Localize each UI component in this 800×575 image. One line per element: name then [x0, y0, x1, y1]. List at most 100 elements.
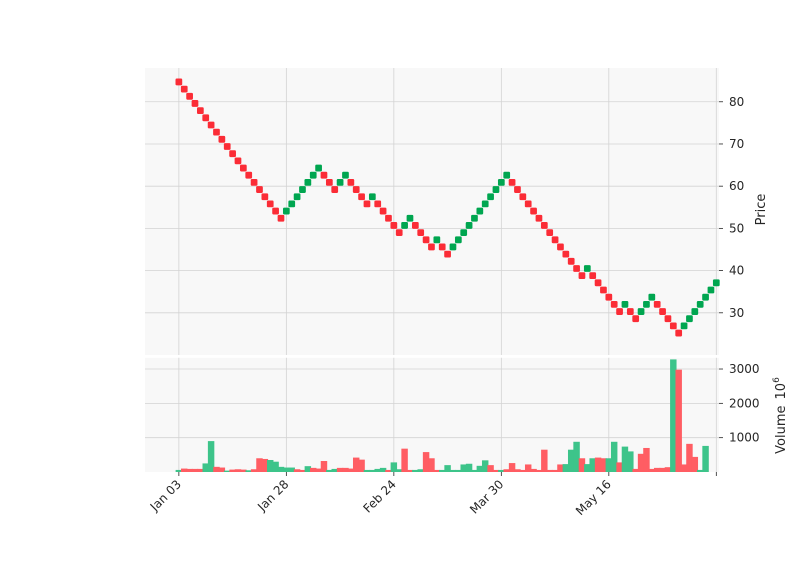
renko-brick-down — [331, 186, 339, 193]
price-tick-label: 50 — [729, 221, 744, 235]
volume-bar-down — [600, 458, 607, 472]
volume-bar-up — [224, 470, 231, 472]
volume-bar-up — [288, 467, 295, 472]
renko-brick-up — [342, 171, 349, 179]
volume-bar-up — [272, 461, 279, 472]
volume-bar-down — [557, 464, 564, 472]
renko-brick-down — [175, 78, 183, 86]
volume-bar-down — [546, 469, 553, 472]
volume-bar-up — [621, 446, 629, 472]
renko-brick-down — [610, 300, 618, 308]
renko-brick-down — [616, 308, 623, 315]
renko-brick-down — [213, 128, 220, 136]
volume-panel: 1000 2000 3000 — [145, 356, 760, 472]
x-tick-label: Jan 28 — [254, 477, 291, 514]
volume-bar-down — [186, 468, 193, 472]
renko-brick-down — [600, 286, 607, 294]
renko-brick-down — [223, 143, 231, 150]
volume-bar-up — [670, 359, 677, 472]
renko-brick-down — [438, 243, 446, 251]
volume-bar-down — [310, 467, 317, 472]
volume-bar-up — [202, 463, 209, 472]
renko-brick-down — [207, 121, 215, 129]
renko-brick-down — [589, 272, 597, 280]
renko-brick-up — [299, 186, 306, 193]
volume-bar-down — [218, 467, 226, 472]
renko-brick-up — [476, 207, 484, 215]
price-panel: 30 40 50 60 70 80 — [145, 68, 744, 355]
renko-brick-up — [454, 236, 462, 244]
renko-brick-down — [417, 229, 425, 237]
volume-bar-up — [363, 469, 371, 472]
volume-bar-down — [519, 469, 527, 472]
volume-bar-up — [562, 464, 570, 472]
x-tick-label: Mar 30 — [467, 477, 506, 516]
renko-brick-down — [594, 279, 602, 287]
renko-brick-down — [347, 178, 355, 186]
volume-bar-down — [487, 465, 494, 472]
renko-brick-up — [637, 308, 645, 315]
volume-bar-up — [584, 464, 591, 472]
renko-brick-up — [680, 322, 688, 330]
renko-brick-up — [621, 300, 629, 308]
volume-bar-down — [240, 469, 247, 472]
price-tick-label: 30 — [729, 306, 744, 320]
volume-bar-down — [352, 457, 360, 472]
renko-brick-down — [186, 92, 193, 100]
renko-brick-up — [707, 286, 715, 294]
renko-brick-up — [282, 207, 290, 215]
renko-brick-down — [374, 200, 382, 208]
volume-tick-label: 3000 — [729, 362, 760, 376]
renko-brick-down — [325, 178, 333, 186]
volume-bar-down — [181, 468, 188, 472]
renko-brick-up — [304, 178, 312, 186]
renko-brick-down — [546, 229, 554, 237]
volume-bar-down — [524, 464, 532, 472]
renko-brick-up — [696, 300, 704, 308]
renko-brick-down — [411, 222, 419, 229]
volume-bar-up — [627, 451, 634, 472]
volume-bar-down — [637, 453, 645, 472]
volume-bar-up — [304, 466, 312, 472]
volume-bar-down — [503, 469, 510, 472]
renko-brick-up — [288, 200, 296, 208]
volume-bar-down — [293, 469, 301, 472]
renko-brick-down — [508, 178, 516, 186]
volume-axis-label-text: Volume — [774, 405, 789, 453]
renko-brick-down — [277, 214, 285, 222]
renko-brick-down — [229, 150, 236, 158]
renko-brick-up — [293, 193, 301, 201]
volume-bar-down — [508, 463, 516, 472]
volume-bar-up — [476, 465, 484, 472]
volume-bar-down — [492, 469, 500, 472]
volume-bar-down — [342, 467, 349, 472]
price-axis-label: Price — [754, 194, 769, 226]
volume-bar-up — [379, 467, 387, 472]
volume-bar-up — [465, 463, 473, 472]
renko-brick-up — [471, 214, 478, 222]
volume-bar-up — [444, 465, 451, 472]
volume-bar-up — [460, 464, 467, 472]
volume-bar-down — [234, 469, 242, 472]
renko-brick-up — [401, 222, 408, 229]
volume-bar-up — [481, 460, 489, 472]
volume-bar-down — [514, 469, 521, 472]
renko-brick-down — [266, 200, 274, 208]
renko-brick-up — [712, 279, 720, 287]
renko-brick-down — [551, 236, 559, 244]
renko-brick-down — [390, 222, 398, 229]
renko-brick-down — [669, 322, 677, 330]
renko-brick-up — [503, 171, 511, 179]
renko-brick-up — [487, 193, 494, 201]
renko-brick-down — [250, 178, 258, 186]
volume-bar-down — [541, 449, 548, 472]
renko-brick-down — [197, 107, 204, 115]
volume-bar-up — [369, 469, 376, 472]
renko-brick-up — [465, 222, 473, 229]
volume-bar-down — [551, 469, 559, 472]
x-axis: Jan 03 Jan 28 Feb 24 Mar 30 May 16 — [147, 472, 717, 518]
volume-bar-up — [395, 469, 403, 472]
renko-brick-up — [702, 293, 709, 301]
volume-bar-up — [277, 466, 285, 472]
renko-brick-down — [626, 308, 634, 315]
